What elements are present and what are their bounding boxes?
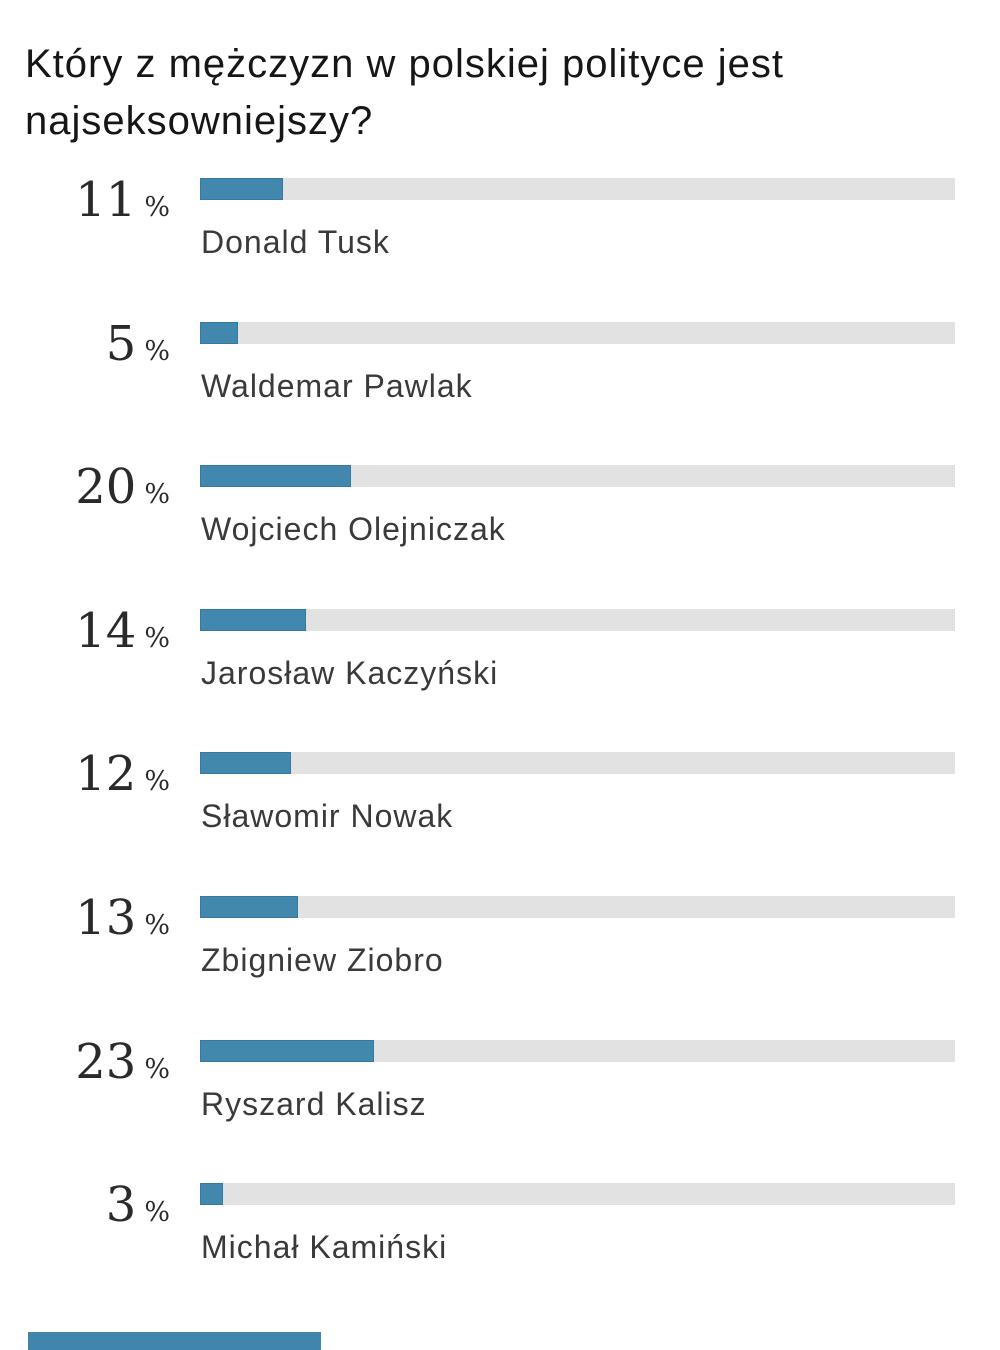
poll-result-row: 14% Jarosław Kaczyński <box>0 606 1000 729</box>
bar-track <box>200 752 955 774</box>
percent-sign: % <box>144 1054 170 1085</box>
percent-label: 3% <box>0 1180 170 1241</box>
candidate-name: Waldemar Pawlak <box>201 368 473 404</box>
percent-value: 13 <box>75 890 137 946</box>
bar-track <box>200 178 955 200</box>
percent-sign: % <box>144 336 170 367</box>
percent-sign: % <box>144 766 170 797</box>
percent-value: 3 <box>105 1177 137 1233</box>
candidate-name: Zbigniew Ziobro <box>201 942 444 978</box>
bar-fill <box>200 322 238 344</box>
percent-label: 20% <box>0 462 170 523</box>
poll-result-row: 13% Zbigniew Ziobro <box>0 893 1000 1016</box>
percent-sign: % <box>144 479 170 510</box>
poll-result-row: 20% Wojciech Olejniczak <box>0 462 1000 585</box>
poll-result-row: 5% Waldemar Pawlak <box>0 319 1000 442</box>
bar-track <box>200 1183 955 1205</box>
poll-result-row: 3% Michał Kamiński <box>0 1180 1000 1303</box>
percent-value: 20 <box>75 459 137 515</box>
percent-value: 12 <box>75 746 137 802</box>
bar-fill <box>200 752 291 774</box>
candidate-name: Donald Tusk <box>201 224 390 260</box>
bar-track <box>200 1040 955 1062</box>
bar-fill <box>200 609 306 631</box>
percent-value: 5 <box>105 316 137 372</box>
candidate-name: Jarosław Kaczyński <box>201 655 499 691</box>
bottom-partial-bar <box>28 1332 321 1350</box>
bar-fill <box>200 1040 374 1062</box>
bar-fill <box>200 896 298 918</box>
poll-result-row: 11% Donald Tusk <box>0 175 1000 298</box>
candidate-name: Michał Kamiński <box>201 1229 448 1265</box>
percent-value: 11 <box>75 172 137 228</box>
bar-fill <box>200 1183 223 1205</box>
bar-track <box>200 896 955 918</box>
poll-result-row: 23% Ryszard Kalisz <box>0 1037 1000 1160</box>
percent-label: 12% <box>0 749 170 810</box>
bar-track <box>200 322 955 344</box>
candidate-name: Wojciech Olejniczak <box>201 511 506 547</box>
bar-fill <box>200 178 283 200</box>
bar-track <box>200 465 955 487</box>
percent-label: 5% <box>0 319 170 380</box>
percent-label: 23% <box>0 1037 170 1098</box>
percent-label: 11% <box>0 175 170 236</box>
percent-value: 23 <box>75 1034 137 1090</box>
percent-sign: % <box>144 192 170 223</box>
poll-result-row: 12% Sławomir Nowak <box>0 749 1000 872</box>
percent-value: 14 <box>75 603 137 659</box>
poll-question-title: Który z mężczyzn w polskiej polityce jes… <box>25 42 785 143</box>
percent-sign: % <box>144 623 170 654</box>
percent-sign: % <box>144 1197 170 1228</box>
bar-track <box>200 609 955 631</box>
candidate-name: Sławomir Nowak <box>201 798 454 834</box>
bar-fill <box>200 465 351 487</box>
candidate-name: Ryszard Kalisz <box>201 1086 427 1122</box>
percent-label: 14% <box>0 606 170 667</box>
percent-label: 13% <box>0 893 170 954</box>
percent-sign: % <box>144 910 170 941</box>
